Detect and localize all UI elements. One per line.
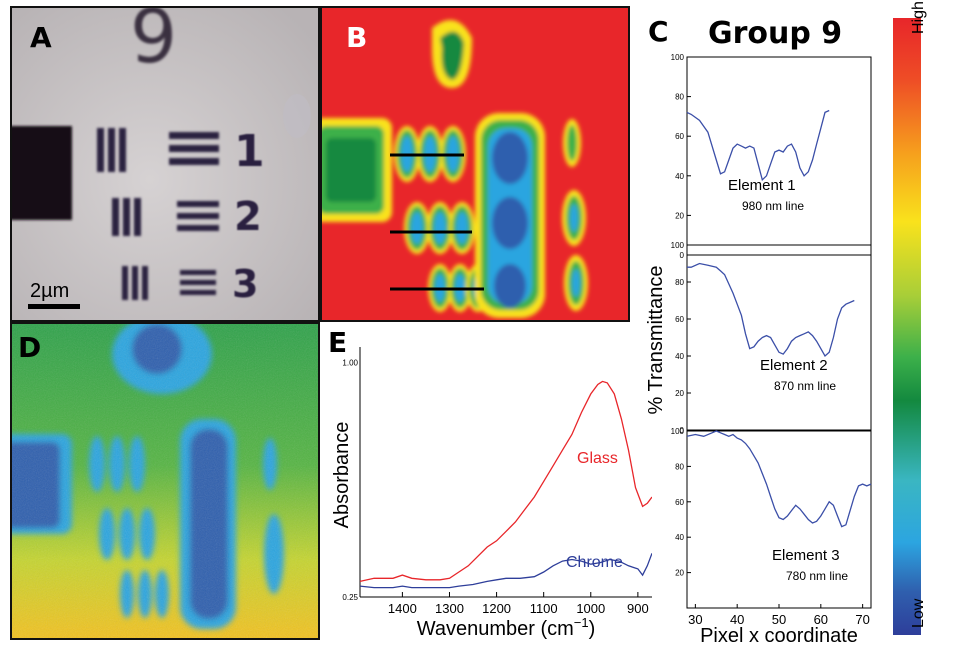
y-tick-label: 20 (675, 211, 684, 220)
y-tick-label: 40 (675, 352, 684, 361)
x-tick-label: 1300 (435, 601, 464, 616)
absorbance-chart: 0.25 1.00 1400 1300 1200 1100 1000 900 Glass Chro… (331, 347, 652, 640)
y-tick-label: 0 (680, 426, 685, 435)
subplot-sublabel-3: 780 nm line (786, 569, 848, 583)
y-tick-label: 0.25 (342, 593, 358, 602)
series-line-glass (359, 380, 652, 583)
y-tick-label: 20 (675, 389, 684, 398)
panel-c-title: Group 9 (708, 16, 843, 51)
panel-a: A 9 1 2 3 2µm (10, 6, 320, 322)
x-axis-label: Pixel x coordinate (700, 625, 858, 645)
subplot-label-2: Element 2 (760, 357, 828, 374)
series-line-chrome (359, 553, 652, 589)
x-tick-label: 900 (627, 601, 649, 616)
x-tick-label: 1200 (482, 601, 511, 616)
element-number-1: 1 (234, 126, 265, 177)
colorbar (893, 18, 921, 635)
y-tick-label: 20 (675, 569, 684, 578)
colorbar-high-label: High (910, 1, 927, 34)
x-tick-label: 50 (772, 612, 786, 627)
panel-a-image (12, 8, 318, 320)
scale-bar (28, 304, 80, 309)
profile-line-element-1 (686, 109, 830, 182)
panel-d-letter: D (18, 331, 42, 364)
y-axis-label: Absorbance (331, 422, 353, 529)
panel-b-heatmap (322, 8, 628, 320)
y-tick-label: 100 (671, 241, 685, 250)
y-tick-label: 60 (675, 498, 684, 507)
y-tick-label: 40 (675, 172, 684, 181)
subplot-sublabel-1: 980 nm line (742, 199, 804, 213)
y-tick-label: 80 (675, 462, 684, 471)
element-number-2: 2 (234, 194, 262, 240)
y-tick-label: 80 (675, 93, 684, 102)
colorbar-low-label: Low (910, 598, 927, 628)
transmittance-chart: 0 20 40 60 80 100 Element 1 980 nm line 0 20 40 60 8… (645, 53, 872, 645)
subplot-sublabel-2: 870 nm line (774, 379, 836, 393)
x-tick-label: 1400 (388, 601, 417, 616)
panel-c-letter: C (648, 15, 669, 48)
panel-e-letter: E (328, 326, 348, 359)
y-tick-label: 100 (671, 53, 685, 62)
x-tick-label: 30 (688, 612, 702, 627)
profile-line-element-3 (686, 430, 872, 528)
x-axis-label: Wavenumber (cm−1) (417, 615, 596, 640)
panel-a-letter: A (30, 21, 52, 54)
series-label-chrome: Chrome (566, 554, 623, 571)
group-number-9: 9 (130, 6, 178, 80)
y-tick-label: 0 (680, 251, 685, 260)
scale-bar-label: 2µm (30, 280, 70, 302)
element-number-3: 3 (232, 262, 259, 306)
y-tick-label: 40 (675, 533, 684, 542)
profile-line-element-2 (687, 262, 855, 358)
target-square (12, 126, 72, 220)
panel-b: B (320, 6, 630, 322)
y-axis-label: % Transmittance (645, 266, 667, 415)
y-tick-label: 1.00 (342, 359, 358, 368)
subplot-label-3: Element 3 (772, 547, 840, 564)
y-tick-label: 60 (675, 315, 684, 324)
y-tick-label: 60 (675, 132, 684, 141)
x-tick-label: 1100 (530, 601, 558, 616)
subplot-frame-1 (686, 56, 872, 256)
x-tick-label: 70 (855, 612, 869, 627)
y-tick-label: 100 (671, 427, 685, 436)
panel-d-heatmap (12, 324, 318, 638)
x-tick-label: 40 (730, 612, 744, 627)
subplot-label-1: Element 1 (728, 177, 796, 194)
colorbar-gradient (893, 18, 921, 635)
panel-e: 0.25 1.00 1400 1300 1200 1100 1000 900 Glass Chro… (322, 325, 652, 643)
y-tick-label: 80 (675, 278, 684, 287)
subplot-frame-2 (686, 244, 872, 431)
panel-b-letter: B (346, 21, 368, 54)
x-tick-label: 60 (814, 612, 828, 627)
x-tick-label: 1000 (576, 601, 605, 616)
series-label-glass: Glass (577, 450, 618, 467)
panel-d: D (10, 322, 320, 640)
panel-c: C Group 9 0 20 40 60 80 100 Element 1 980 nm li… (640, 10, 880, 645)
